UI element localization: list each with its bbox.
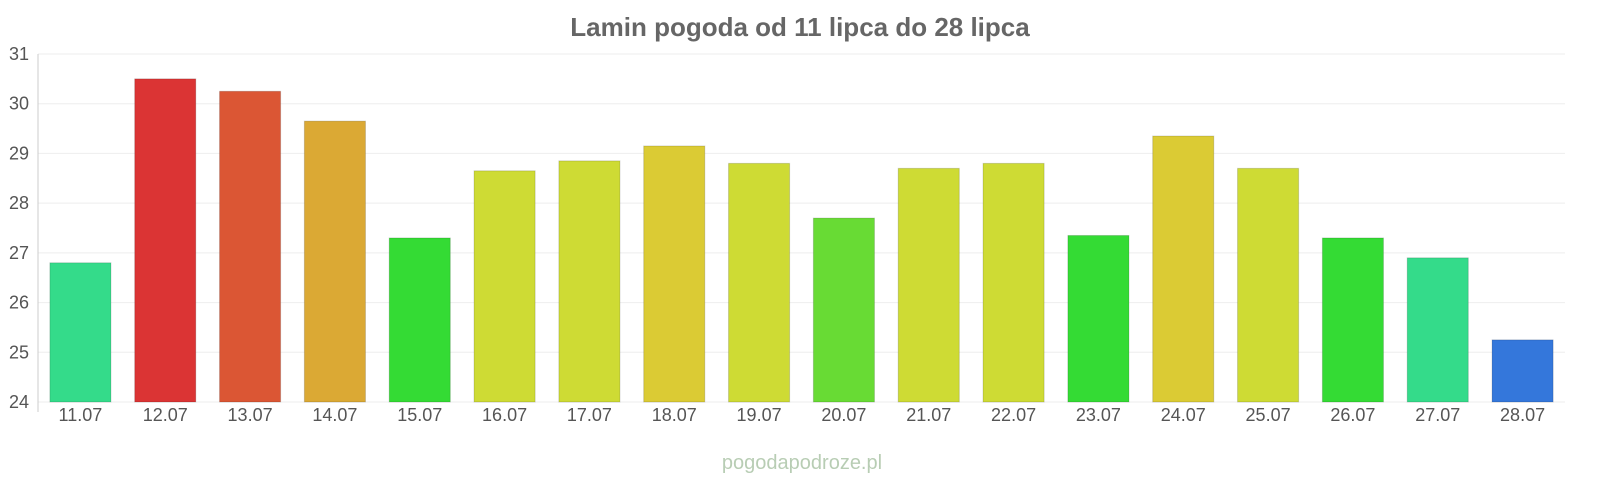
bar-11.07 xyxy=(49,262,112,403)
x-tick-label: 18.07 xyxy=(652,405,697,425)
bar-17.07 xyxy=(558,160,621,403)
x-tick-label: 27.07 xyxy=(1415,405,1460,425)
y-tick-label: 24 xyxy=(9,392,29,412)
x-tick-label: 19.07 xyxy=(737,405,782,425)
bar-26.07 xyxy=(1321,237,1384,403)
bar-18.07 xyxy=(643,145,706,403)
x-tick-label: 11.07 xyxy=(59,405,103,425)
x-tick-label: 16.07 xyxy=(482,405,527,425)
chart-title: Lamin pogoda od 11 lipca do 28 lipca xyxy=(570,12,1030,42)
y-tick-label: 25 xyxy=(9,342,29,362)
x-tick-label: 21.07 xyxy=(906,405,951,425)
grid-layer xyxy=(38,53,1565,403)
y-tick-label: 28 xyxy=(9,193,29,213)
y-axis: 24 25 26 27 28 29 30 31 xyxy=(9,44,39,412)
x-tick-label: 28.07 xyxy=(1500,405,1545,425)
y-tick-label: 26 xyxy=(9,293,29,313)
bar-13.07 xyxy=(219,90,282,403)
x-tick-label: 25.07 xyxy=(1246,405,1291,425)
bar-24.07 xyxy=(1152,135,1215,403)
x-tick-label: 12.07 xyxy=(143,405,188,425)
x-tick-label: 13.07 xyxy=(228,405,273,425)
bar-20.07 xyxy=(812,217,875,403)
bar-25.07 xyxy=(1237,167,1300,403)
x-tick-label: 23.07 xyxy=(1076,405,1121,425)
bar-23.07 xyxy=(1067,234,1130,403)
x-tick-label: 24.07 xyxy=(1161,405,1206,425)
bar-15.07 xyxy=(388,237,451,403)
site-credit: pogodapodroze.pl xyxy=(722,452,882,474)
y-tick-label: 31 xyxy=(9,44,29,64)
bar-22.07 xyxy=(982,162,1045,403)
bars xyxy=(49,78,1554,403)
x-axis: 11.07 12.07 13.07 14.07 15.07 16.07 17.07 18.07… xyxy=(59,405,1546,425)
bar-19.07 xyxy=(728,162,791,403)
x-tick-label: 22.07 xyxy=(991,405,1036,425)
x-tick-label: 14.07 xyxy=(312,405,357,425)
y-tick-label: 29 xyxy=(9,143,29,163)
x-tick-label: 17.07 xyxy=(567,405,612,425)
bar-12.07 xyxy=(134,78,197,403)
x-tick-label: 15.07 xyxy=(397,405,442,425)
bar-21.07 xyxy=(897,167,960,403)
bar-27.07 xyxy=(1406,257,1469,403)
bar-28.07 xyxy=(1491,339,1554,403)
bar-16.07 xyxy=(473,170,536,403)
x-tick-label: 26.07 xyxy=(1330,405,1375,425)
bar-14.07 xyxy=(303,120,366,403)
y-tick-label: 27 xyxy=(9,243,29,263)
y-tick-label: 30 xyxy=(9,94,29,114)
x-tick-label: 20.07 xyxy=(821,405,866,425)
